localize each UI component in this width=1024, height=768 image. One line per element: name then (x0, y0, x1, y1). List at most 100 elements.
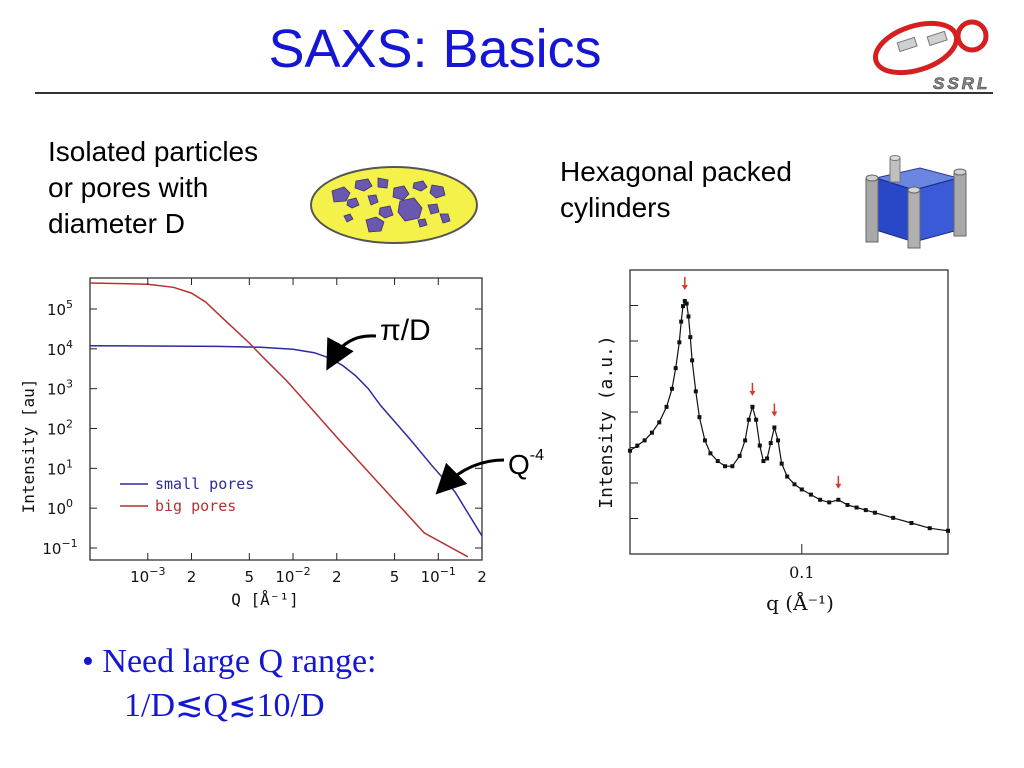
right-plot-point-21 (723, 464, 728, 469)
right-plot-point-18 (702, 438, 707, 443)
right-plot-point-23 (737, 453, 742, 458)
logo-text: SSRL (933, 74, 990, 93)
right-plot-point-42 (845, 502, 850, 507)
right-plot-point-20 (715, 459, 720, 464)
isolated-line-3: diameter D (48, 208, 185, 239)
right-plot-point-16 (693, 389, 698, 394)
left-plot-ylabel: Intensity [au] (20, 379, 38, 514)
right-plot-point-49 (946, 528, 950, 533)
right-plot-point-1 (635, 443, 640, 448)
right-plot-point-31 (768, 440, 773, 445)
page-title: SAXS: Basics (268, 19, 602, 79)
legend-label-big-pores: big pores (155, 497, 236, 515)
left-plot-ytick-label-3: 102 (47, 418, 73, 439)
peak-marker-head-3 (835, 483, 842, 489)
right-plot-point-39 (818, 497, 823, 502)
right-plot-point-11 (682, 298, 687, 303)
pores-illustration (310, 166, 478, 244)
right-plot-point-44 (863, 508, 868, 513)
saxs-intensity-plot: 10−3 2 5 10−2 2 5 10−1 2 10−1 100 101 102 103 104 105… (20, 277, 487, 609)
hexagonal-line-1: Hexagonal packed (560, 156, 792, 187)
pi-over-d-label: π/D (380, 314, 431, 347)
right-plot-point-2 (642, 438, 647, 443)
left-plot-ytick-label-0: 10−1 (42, 537, 77, 558)
right-plot-point-9 (679, 319, 684, 324)
q-power-exponent: -4 (529, 447, 545, 464)
bullet-line-2: 1/D≲Q≲10/D (124, 687, 325, 724)
legend-label-small-pores: small pores (155, 475, 254, 493)
left-plot-xtick-label-3: 10−2 (275, 565, 310, 586)
right-plot-point-35 (785, 474, 790, 479)
right-plot-point-10 (681, 304, 685, 309)
left-plot-xtick-label-5: 5 (390, 568, 400, 586)
right-plot-point-4 (657, 420, 662, 425)
left-plot-ytick-label-1: 100 (47, 497, 73, 518)
left-plot-series-0 (89, 344, 483, 537)
right-plot-point-43 (854, 505, 859, 510)
right-plot-ylabel: Intensity (a.u.) (596, 335, 617, 508)
left-plot-xtick-label-4: 2 (332, 568, 342, 586)
left-plot-frame (89, 277, 483, 561)
left-plot-ytick-label-5: 104 (47, 338, 73, 359)
right-plot-point-13 (686, 314, 691, 319)
right-plot-point-0 (628, 448, 632, 453)
right-plot-point-8 (677, 340, 682, 345)
right-plot-point-19 (708, 451, 713, 456)
right-plot-point-27 (754, 417, 759, 422)
right-plot-point-48 (927, 526, 932, 531)
right-plot-point-34 (779, 461, 784, 466)
q-power-base: Q (508, 449, 530, 480)
right-plot-point-32 (772, 425, 777, 430)
right-plot-point-24 (743, 438, 748, 443)
right-plot-point-12 (684, 301, 689, 306)
ssrl-logo: SSRL (872, 19, 990, 93)
left-plot-ytick-label-4: 103 (47, 378, 73, 399)
bullet-need-large-q: • Need large Q range: 1/D≲Q≲10/D (82, 640, 376, 728)
right-plot-point-5 (664, 404, 669, 409)
right-plot-point-40 (827, 500, 832, 505)
right-plot-xtick-label-0: 0.1 (789, 563, 814, 582)
right-plot-point-29 (761, 459, 766, 464)
right-plot-point-14 (688, 335, 693, 340)
right-plot-point-30 (765, 456, 770, 461)
bullet-line-1: • Need large Q range: (82, 643, 377, 680)
right-plot-point-41 (836, 497, 841, 502)
left-plot-xtick-label-0: 10−3 (130, 565, 165, 586)
isolated-line-2: or pores with (48, 172, 209, 203)
hexagonal-label: Hexagonal packed cylinders (560, 154, 860, 226)
right-plot-point-47 (909, 521, 914, 526)
right-plot-point-28 (757, 443, 762, 448)
right-plot-point-38 (808, 492, 813, 497)
left-plot-xtick-label-2: 5 (245, 568, 255, 586)
right-plot-frame (629, 269, 949, 555)
left-plot-xtick-label-1: 2 (187, 568, 197, 586)
q-power-label: Q-4 (508, 447, 544, 481)
right-plot-point-46 (891, 515, 896, 520)
right-plot-curve (629, 299, 949, 532)
left-plot-xlabel: Q [Å⁻¹] (231, 590, 298, 609)
right-plot-point-25 (746, 417, 751, 422)
right-plot-point-7 (673, 366, 678, 371)
left-plot-series-1 (89, 282, 469, 558)
cylinder-cube-illustration (865, 155, 967, 249)
peak-marker-head-0 (681, 284, 688, 290)
right-plot-point-37 (799, 487, 804, 492)
left-plot-xtick-label-6: 10−1 (421, 565, 456, 586)
left-plot-ytick-label-6: 105 (47, 298, 73, 319)
right-plot-point-17 (697, 415, 702, 420)
left-plot-legend: small pores big pores (120, 475, 254, 515)
peak-marker-head-2 (771, 411, 778, 417)
peak-marker-head-1 (749, 390, 756, 396)
right-plot-point-6 (670, 386, 675, 391)
isolated-particles-label: Isolated particles or pores with diamete… (48, 134, 318, 242)
left-plot-ytick-label-2: 101 (47, 457, 73, 478)
isolated-line-1: Isolated particles (48, 136, 259, 167)
right-plot-point-26 (750, 404, 755, 409)
hexagonal-line-2: cylinders (560, 192, 671, 223)
title-divider (35, 92, 993, 94)
right-plot-xlabel: q (Å⁻¹) (766, 590, 834, 615)
right-plot-point-45 (872, 510, 877, 515)
right-plot-point-15 (690, 358, 695, 363)
right-plot-point-3 (649, 430, 654, 435)
hexagonal-saxs-plot: 0.1 q (Å⁻¹) Intensity (a.u.) (596, 269, 950, 615)
